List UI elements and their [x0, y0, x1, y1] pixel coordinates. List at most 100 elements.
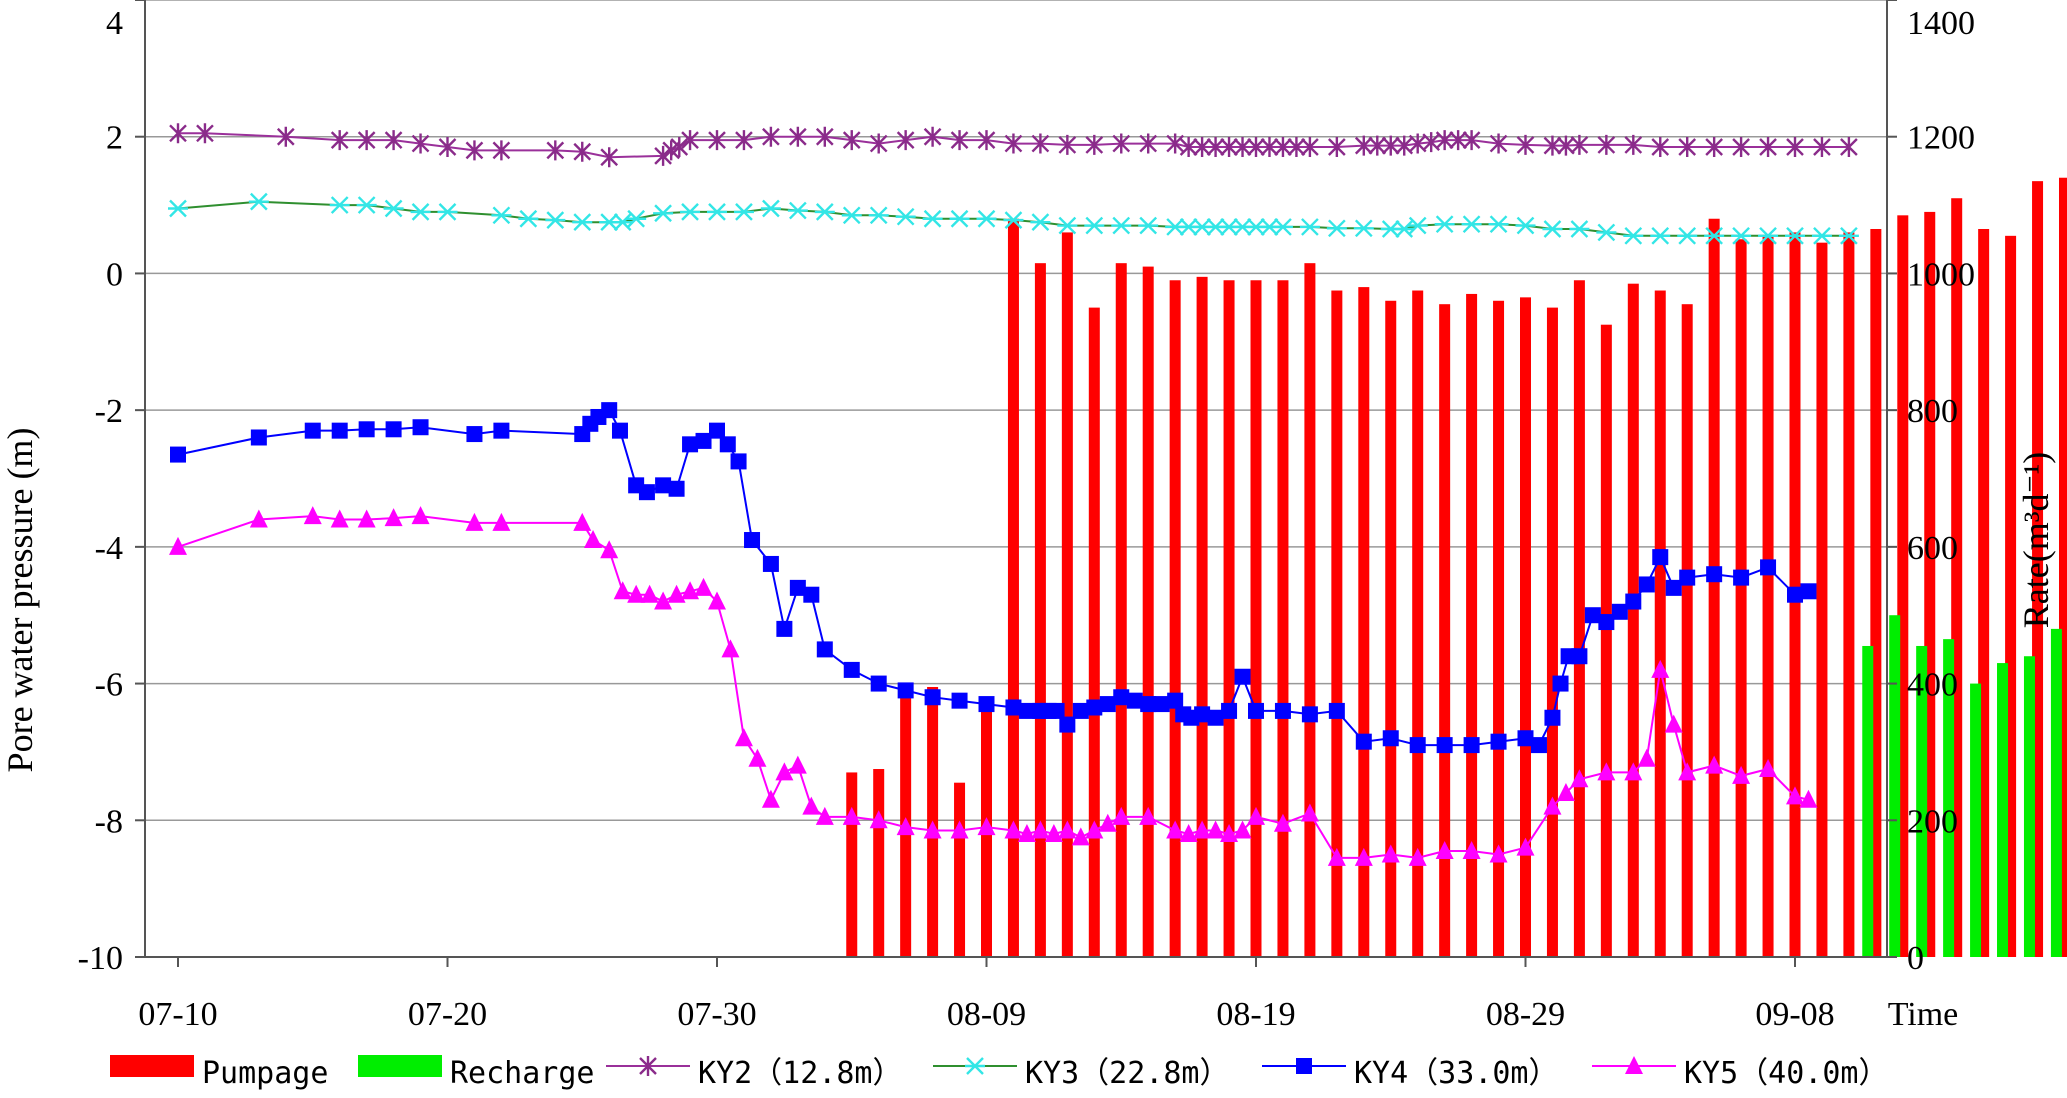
- recharge-bar: [1889, 615, 1901, 957]
- ky2-point: [1516, 134, 1535, 155]
- ky2-point: [1557, 135, 1575, 156]
- ky3-point: [1057, 216, 1078, 235]
- ky2-series-line: [178, 132, 1849, 159]
- ky5-point: [1139, 806, 1158, 825]
- ky2-point: [950, 130, 969, 151]
- ky4-point: [897, 682, 914, 699]
- ky4-point: [1301, 706, 1318, 723]
- ky3-point: [922, 209, 943, 228]
- ky2-point: [1543, 135, 1562, 156]
- ky4-point: [1733, 569, 1750, 586]
- ky2-point: [1381, 135, 1400, 156]
- ky3-point: [976, 209, 997, 228]
- ky4-point: [1140, 696, 1157, 713]
- ky5-point: [708, 591, 726, 610]
- pumpage-bar: [2032, 181, 2044, 957]
- ky3-point: [329, 196, 350, 214]
- ky3-point: [1003, 211, 1024, 229]
- legend-recharge-swatch: [358, 1055, 442, 1077]
- pumpage-bar: [1951, 198, 1963, 957]
- pumpage-bar: [1007, 218, 1019, 957]
- ky4-point: [803, 586, 820, 603]
- ky4-point: [1355, 733, 1372, 750]
- pumpage-bar: [1843, 232, 1855, 957]
- ky3-point: [1326, 219, 1347, 238]
- ky2-point: [1247, 136, 1265, 157]
- ky4-point: [1436, 737, 1453, 754]
- ky3-point: [680, 203, 701, 221]
- ky5-point: [384, 508, 403, 527]
- x-tick-label: 07-20: [408, 996, 487, 1033]
- ky3-point: [1084, 216, 1105, 235]
- ky5-point: [1233, 820, 1252, 839]
- ky2-point: [1139, 133, 1158, 154]
- legend-pumpage-swatch: [110, 1055, 194, 1077]
- ky4-point: [1530, 737, 1547, 754]
- y-left-tick-label: 4: [106, 5, 123, 42]
- ky3-point: [1758, 226, 1779, 245]
- ky4-point: [1598, 614, 1615, 631]
- ky3-point: [1731, 226, 1752, 245]
- ky4-point: [1126, 692, 1143, 709]
- ky4-point: [331, 422, 348, 439]
- legend-ky3-marker: [965, 1057, 985, 1075]
- ky4-point: [1048, 702, 1065, 719]
- ky2-point: [1233, 136, 1252, 157]
- ky3-point: [1542, 220, 1563, 238]
- ky4-point: [1638, 576, 1655, 593]
- ky2-point: [815, 126, 834, 147]
- pumpage-bar: [1466, 293, 1478, 958]
- ky4-point: [1086, 699, 1103, 716]
- ky5-point: [584, 530, 603, 549]
- ky5-point: [775, 762, 794, 781]
- y-left-tick-label: -4: [95, 530, 123, 567]
- ky5-point: [1381, 844, 1400, 863]
- ky4-point: [638, 484, 655, 501]
- ky2-point: [1287, 136, 1306, 157]
- ky2-point: [465, 140, 484, 161]
- ky2-point: [670, 136, 689, 157]
- ky2-point: [1813, 136, 1831, 157]
- y-left-tick-label: -6: [95, 667, 123, 704]
- ky3-point: [1596, 223, 1617, 242]
- x-axis-title: Time: [1888, 996, 1959, 1033]
- ky5-point: [1408, 847, 1427, 866]
- ky2-point: [384, 130, 403, 151]
- recharge-bar: [2023, 656, 2035, 957]
- ky3-point: [248, 192, 269, 211]
- ky4-point: [1072, 702, 1089, 719]
- ky2-point: [573, 141, 592, 162]
- ky4-point: [1207, 709, 1224, 726]
- ky2-point: [1274, 136, 1292, 157]
- legend-ky5-label: KY5（40.0m）: [1684, 1056, 1889, 1091]
- ky4-point: [601, 402, 618, 419]
- ky2-point: [1328, 136, 1346, 157]
- ky4-point: [762, 555, 779, 572]
- pumpage-bar: [1304, 263, 1316, 957]
- ky2-point: [654, 145, 672, 166]
- ky4-point: [1167, 692, 1184, 709]
- y-right-tick-label: 0: [1907, 940, 1924, 977]
- ky2-point: [977, 130, 996, 151]
- ky5-point: [1179, 823, 1198, 842]
- ky4-point: [1787, 586, 1803, 603]
- ky5-point: [1786, 786, 1804, 805]
- ky4-point: [1234, 668, 1251, 685]
- ky2-point: [842, 130, 861, 151]
- x-tick-label: 08-29: [1486, 996, 1565, 1033]
- ky2-point: [330, 130, 349, 151]
- ky3-point: [707, 203, 727, 221]
- ky2-point: [169, 123, 187, 144]
- ky5-point: [1098, 813, 1117, 832]
- pumpage-bar: [1870, 228, 1882, 957]
- pumpage-bar: [1493, 300, 1505, 957]
- ky2-point: [1840, 136, 1858, 157]
- ky5-point: [950, 820, 969, 839]
- ky2-point: [1368, 135, 1387, 156]
- pumpage-bar: [873, 769, 885, 957]
- y-right-axis-title: Rate(m³d⁻¹): [2016, 452, 2056, 629]
- ky4-point: [1221, 702, 1238, 719]
- ky4-point: [695, 432, 712, 449]
- ky3-point: [949, 209, 970, 228]
- ky2-point: [1193, 136, 1211, 157]
